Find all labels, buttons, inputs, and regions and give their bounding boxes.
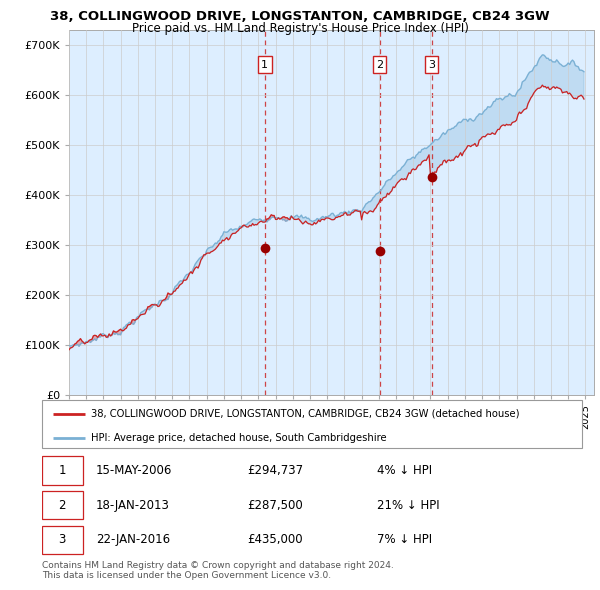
Text: 22-JAN-2016: 22-JAN-2016 — [96, 533, 170, 546]
Text: This data is licensed under the Open Government Licence v3.0.: This data is licensed under the Open Gov… — [42, 571, 331, 579]
Text: Contains HM Land Registry data © Crown copyright and database right 2024.: Contains HM Land Registry data © Crown c… — [42, 560, 394, 569]
Text: £287,500: £287,500 — [247, 499, 303, 512]
Text: 15-MAY-2006: 15-MAY-2006 — [96, 464, 172, 477]
FancyBboxPatch shape — [42, 456, 83, 484]
Text: 4% ↓ HPI: 4% ↓ HPI — [377, 464, 432, 477]
Text: Price paid vs. HM Land Registry's House Price Index (HPI): Price paid vs. HM Land Registry's House … — [131, 22, 469, 35]
Text: £435,000: £435,000 — [247, 533, 303, 546]
Text: 1: 1 — [59, 464, 66, 477]
Text: 21% ↓ HPI: 21% ↓ HPI — [377, 499, 439, 512]
Text: 3: 3 — [59, 533, 66, 546]
Text: 2: 2 — [59, 499, 66, 512]
Text: 3: 3 — [428, 60, 435, 70]
Text: 7% ↓ HPI: 7% ↓ HPI — [377, 533, 432, 546]
FancyBboxPatch shape — [42, 400, 582, 448]
FancyBboxPatch shape — [42, 526, 83, 554]
FancyBboxPatch shape — [42, 491, 83, 519]
Text: 38, COLLINGWOOD DRIVE, LONGSTANTON, CAMBRIDGE, CB24 3GW: 38, COLLINGWOOD DRIVE, LONGSTANTON, CAMB… — [50, 10, 550, 23]
Text: 2: 2 — [376, 60, 383, 70]
Text: 1: 1 — [261, 60, 268, 70]
Text: HPI: Average price, detached house, South Cambridgeshire: HPI: Average price, detached house, Sout… — [91, 432, 386, 442]
Text: 38, COLLINGWOOD DRIVE, LONGSTANTON, CAMBRIDGE, CB24 3GW (detached house): 38, COLLINGWOOD DRIVE, LONGSTANTON, CAMB… — [91, 408, 519, 418]
Text: 18-JAN-2013: 18-JAN-2013 — [96, 499, 170, 512]
Text: £294,737: £294,737 — [247, 464, 304, 477]
